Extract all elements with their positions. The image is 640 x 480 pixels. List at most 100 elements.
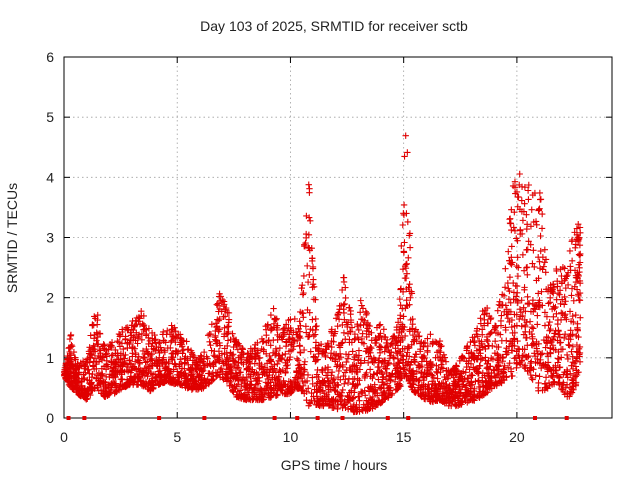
data-point [87,380,95,387]
data-point [558,309,565,317]
data-point [503,373,510,380]
data-point [179,350,186,357]
data-point [564,416,569,420]
y-tick-label: 0 [46,410,54,426]
data-point [318,367,326,374]
data-point [575,296,583,304]
data-point [185,361,192,369]
data-point [301,358,309,365]
data-point [206,338,213,346]
grid [64,57,612,418]
data-point [263,331,270,339]
data-point [96,330,104,337]
data-point [361,357,368,364]
data-point [306,399,314,406]
data-point [377,330,384,337]
data-point [458,353,466,360]
data-point [568,292,575,299]
y-tick-label: 4 [46,169,54,185]
data-point [541,259,548,266]
data-point [387,352,394,359]
data-point [234,372,241,379]
data-point [541,322,549,329]
data-point [131,323,138,330]
data-point [279,351,286,359]
data-point [206,370,213,377]
data-point [303,388,310,396]
data-point [456,357,463,365]
data-point [328,372,335,379]
data-point [557,385,565,393]
data-point [397,312,404,319]
data-point [372,356,379,364]
data-point [304,371,312,379]
data-point [325,395,332,402]
y-tick-label: 6 [46,49,54,65]
data-point [389,333,397,340]
data-point [101,392,109,400]
data-point [397,301,404,309]
data-point [84,395,91,403]
data-point [215,348,223,355]
data-point [509,259,516,266]
data-point [99,372,106,379]
data-point [569,353,576,360]
data-point [560,388,568,396]
data-point [437,349,444,356]
data-point [210,352,217,359]
data-point [406,301,413,308]
data-point [529,260,536,267]
data-point [134,373,141,381]
data-point [297,308,304,316]
data-point [507,299,514,307]
data-point [557,316,565,324]
data-point [166,379,174,386]
data-point [366,366,374,373]
data-point [424,364,432,371]
data-point [515,264,522,271]
data-point [256,354,264,362]
data-point [384,360,392,367]
data-point [531,263,538,271]
data-point [419,373,427,381]
data-point [411,358,419,366]
data-point [566,247,574,255]
data-point [491,338,499,345]
data-point [485,312,493,320]
data-point [139,367,146,374]
data-point [160,337,167,344]
data-point [267,393,275,401]
data-point [141,354,148,361]
data-point [244,349,251,357]
data-point [347,311,354,318]
data-point [566,342,573,349]
data-point [230,357,237,364]
data-point [304,278,312,286]
data-point [372,386,379,393]
data-point [576,279,584,287]
data-point [251,384,259,392]
data-point [87,332,94,339]
data-point [574,320,581,328]
data-point [491,367,498,374]
data-point [100,378,108,386]
data-point [405,254,412,262]
data-point [200,348,208,356]
data-point [364,325,371,332]
data-point [221,351,228,358]
data-point [439,388,447,396]
data-point [504,279,512,287]
data-point [411,377,419,385]
data-point [62,359,70,367]
data-point [553,296,560,303]
data-point [476,346,483,353]
data-point [167,369,174,377]
data-point [217,368,225,375]
data-point [296,318,303,325]
data-point [433,339,440,346]
data-point [86,370,93,377]
data-point [532,372,539,379]
data-point [370,400,378,408]
data-point [381,389,388,397]
data-point [522,353,530,360]
